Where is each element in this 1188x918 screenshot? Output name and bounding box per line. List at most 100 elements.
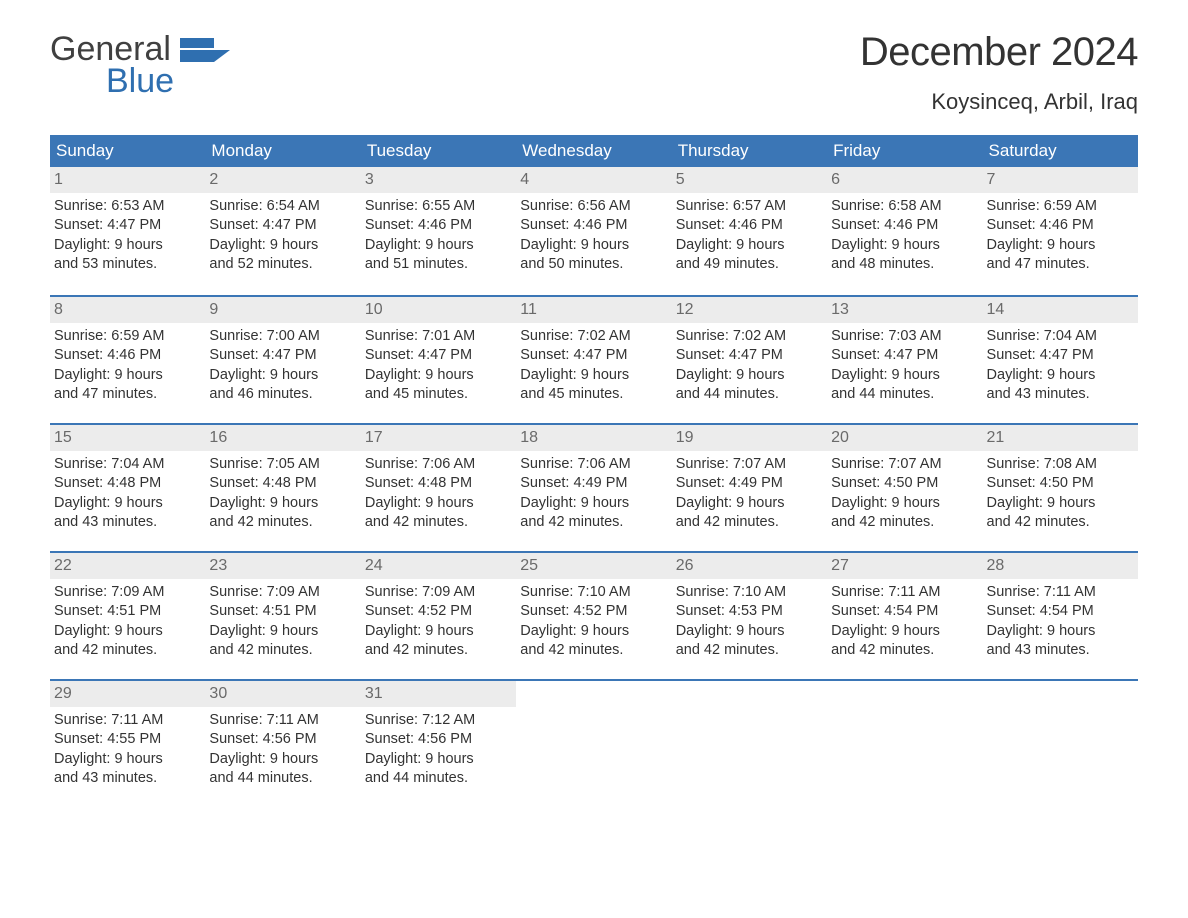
day-info-line: Daylight: 9 hours <box>209 366 356 386</box>
day-number: 12 <box>672 297 827 323</box>
day-number: 27 <box>827 553 982 579</box>
day-info-line: Daylight: 9 hours <box>676 494 823 514</box>
day-info-line: and 43 minutes. <box>987 641 1134 661</box>
day-number: 25 <box>516 553 671 579</box>
day-info-line: Sunset: 4:49 PM <box>520 474 667 494</box>
day-cell: 10Sunrise: 7:01 AMSunset: 4:47 PMDayligh… <box>361 297 516 423</box>
day-number: 10 <box>361 297 516 323</box>
day-info-line: and 43 minutes. <box>54 769 201 789</box>
day-header-cell: Tuesday <box>361 135 516 167</box>
day-info-line: and 42 minutes. <box>987 513 1134 533</box>
day-info-line: and 53 minutes. <box>54 255 201 275</box>
day-cell: 31Sunrise: 7:12 AMSunset: 4:56 PMDayligh… <box>361 681 516 807</box>
day-info-line: Daylight: 9 hours <box>209 750 356 770</box>
day-number: 13 <box>827 297 982 323</box>
day-cell: 16Sunrise: 7:05 AMSunset: 4:48 PMDayligh… <box>205 425 360 551</box>
day-info-line: and 44 minutes. <box>831 385 978 405</box>
day-info-line: Sunrise: 7:11 AM <box>987 583 1134 603</box>
day-number: 3 <box>361 167 516 193</box>
day-info-line: Sunrise: 7:01 AM <box>365 327 512 347</box>
day-info-line: Daylight: 9 hours <box>365 622 512 642</box>
day-info-line: Sunset: 4:50 PM <box>987 474 1134 494</box>
day-cell: 26Sunrise: 7:10 AMSunset: 4:53 PMDayligh… <box>672 553 827 679</box>
day-info-line: Sunset: 4:48 PM <box>209 474 356 494</box>
day-info-line: Sunset: 4:51 PM <box>54 602 201 622</box>
day-info-line: Sunset: 4:47 PM <box>987 346 1134 366</box>
day-info-line: Sunset: 4:53 PM <box>676 602 823 622</box>
week-row: 29Sunrise: 7:11 AMSunset: 4:55 PMDayligh… <box>50 679 1138 807</box>
day-number: 29 <box>50 681 205 707</box>
day-info-line: and 42 minutes. <box>209 513 356 533</box>
day-info-line: and 47 minutes. <box>54 385 201 405</box>
day-info-line: Daylight: 9 hours <box>831 366 978 386</box>
day-cell: 11Sunrise: 7:02 AMSunset: 4:47 PMDayligh… <box>516 297 671 423</box>
day-number: 21 <box>983 425 1138 451</box>
day-info-line: and 44 minutes. <box>676 385 823 405</box>
day-info-line: Sunset: 4:48 PM <box>365 474 512 494</box>
day-info-line: Daylight: 9 hours <box>676 622 823 642</box>
day-info-line: Sunrise: 7:09 AM <box>209 583 356 603</box>
day-info-line: Sunrise: 7:08 AM <box>987 455 1134 475</box>
day-info-line: and 42 minutes. <box>365 641 512 661</box>
day-info-line: and 42 minutes. <box>54 641 201 661</box>
day-cell: 8 Sunrise: 6:59 AMSunset: 4:46 PMDaylight… <box>50 297 205 423</box>
page-title: December 2024 <box>860 30 1138 75</box>
day-info-line: and 47 minutes. <box>987 255 1134 275</box>
day-info-line: and 46 minutes. <box>209 385 356 405</box>
day-number: 16 <box>205 425 360 451</box>
day-info-line: and 42 minutes. <box>520 513 667 533</box>
day-cell: 24Sunrise: 7:09 AMSunset: 4:52 PMDayligh… <box>361 553 516 679</box>
day-info-line: Daylight: 9 hours <box>520 236 667 256</box>
day-info-line: Sunset: 4:56 PM <box>365 730 512 750</box>
day-info-line: Daylight: 9 hours <box>520 622 667 642</box>
day-cell: 20Sunrise: 7:07 AMSunset: 4:50 PMDayligh… <box>827 425 982 551</box>
day-info-line: Sunrise: 6:59 AM <box>54 327 201 347</box>
day-cell: 12Sunrise: 7:02 AMSunset: 4:47 PMDayligh… <box>672 297 827 423</box>
week-row: 22Sunrise: 7:09 AMSunset: 4:51 PMDayligh… <box>50 551 1138 679</box>
day-info-line: Daylight: 9 hours <box>54 366 201 386</box>
day-info-line: Daylight: 9 hours <box>365 750 512 770</box>
day-info-line: and 45 minutes. <box>520 385 667 405</box>
day-cell: 14Sunrise: 7:04 AMSunset: 4:47 PMDayligh… <box>983 297 1138 423</box>
day-info-line: Sunrise: 6:53 AM <box>54 197 201 217</box>
day-info-line: Sunrise: 7:06 AM <box>365 455 512 475</box>
day-info-line: Daylight: 9 hours <box>831 236 978 256</box>
day-info-line: and 51 minutes. <box>365 255 512 275</box>
day-header-cell: Monday <box>205 135 360 167</box>
day-info-line: and 42 minutes. <box>365 513 512 533</box>
day-info-line: Sunrise: 6:55 AM <box>365 197 512 217</box>
day-info-line: Daylight: 9 hours <box>209 236 356 256</box>
day-info-line: Daylight: 9 hours <box>831 494 978 514</box>
day-number: 8 <box>50 297 205 323</box>
day-cell <box>983 681 1138 807</box>
day-number: 17 <box>361 425 516 451</box>
day-info-line: Sunset: 4:54 PM <box>831 602 978 622</box>
day-cell: 15Sunrise: 7:04 AMSunset: 4:48 PMDayligh… <box>50 425 205 551</box>
day-number: 2 <box>205 167 360 193</box>
day-info-line: Sunset: 4:46 PM <box>54 346 201 366</box>
day-info-line: Daylight: 9 hours <box>987 622 1134 642</box>
day-number: 5 <box>672 167 827 193</box>
day-info-line: Sunrise: 7:04 AM <box>987 327 1134 347</box>
day-number: 4 <box>516 167 671 193</box>
day-info-line: Sunrise: 6:59 AM <box>987 197 1134 217</box>
day-cell: 3Sunrise: 6:55 AMSunset: 4:46 PMDaylight… <box>361 167 516 295</box>
day-cell: 13Sunrise: 7:03 AMSunset: 4:47 PMDayligh… <box>827 297 982 423</box>
day-info-line: Daylight: 9 hours <box>987 494 1134 514</box>
day-number: 9 <box>205 297 360 323</box>
day-cell: 4Sunrise: 6:56 AMSunset: 4:46 PMDaylight… <box>516 167 671 295</box>
day-info-line: Daylight: 9 hours <box>365 236 512 256</box>
day-info-line: and 42 minutes. <box>831 641 978 661</box>
day-info-line: Sunset: 4:51 PM <box>209 602 356 622</box>
day-info-line: Daylight: 9 hours <box>676 366 823 386</box>
day-number: 7 <box>983 167 1138 193</box>
day-cell: 9Sunrise: 7:00 AMSunset: 4:47 PMDaylight… <box>205 297 360 423</box>
day-info-line: Daylight: 9 hours <box>209 494 356 514</box>
day-info-line: Sunset: 4:47 PM <box>365 346 512 366</box>
day-info-line: Daylight: 9 hours <box>676 236 823 256</box>
day-info-line: and 42 minutes. <box>676 641 823 661</box>
day-number: 1 <box>50 167 205 193</box>
day-info-line: Daylight: 9 hours <box>209 622 356 642</box>
day-number: 23 <box>205 553 360 579</box>
day-cell: 27Sunrise: 7:11 AMSunset: 4:54 PMDayligh… <box>827 553 982 679</box>
